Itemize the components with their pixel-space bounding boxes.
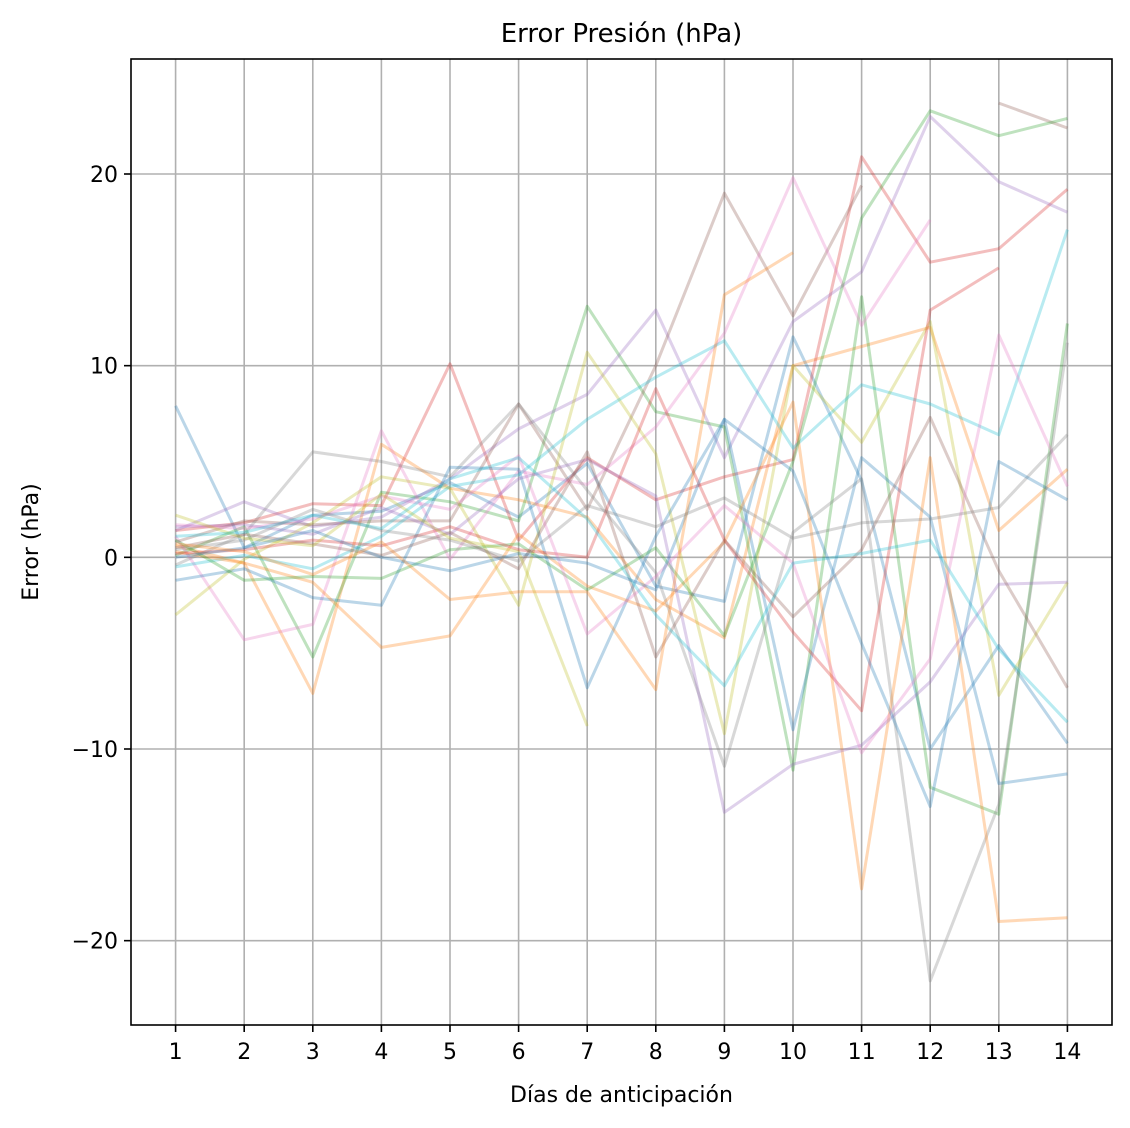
x-axis-label: Días de anticipación xyxy=(510,1083,733,1108)
x-tick-label: 9 xyxy=(717,1040,731,1065)
series-line-10 xyxy=(175,229,1069,571)
grid xyxy=(131,59,1112,1025)
y-axis-label: Error (hPa) xyxy=(19,483,44,601)
x-tick-label: 14 xyxy=(1053,1040,1081,1065)
series-line-20 xyxy=(175,456,1069,724)
x-tick-label: 11 xyxy=(848,1040,876,1065)
y-tick-label: 20 xyxy=(90,163,118,188)
series-line-12 xyxy=(175,400,1068,923)
series-layer xyxy=(174,101,1069,983)
plot-background xyxy=(131,59,1112,1025)
y-axis: −20 −10 0 10 20 xyxy=(72,163,131,955)
chart-title: Error Presión (hPa) xyxy=(501,19,743,49)
y-tick-label: −20 xyxy=(72,930,118,955)
series-line-15 xyxy=(175,458,1068,814)
series-line-17 xyxy=(175,333,1069,755)
series-line-21 xyxy=(175,417,1069,808)
series-line-22 xyxy=(175,251,794,692)
x-tick-label: 3 xyxy=(306,1040,320,1065)
series-line-3 xyxy=(175,295,1069,816)
series-line-13 xyxy=(174,109,1068,638)
y-tick-label: −10 xyxy=(72,738,118,763)
x-tick-label: 8 xyxy=(649,1040,663,1065)
x-tick-label: 2 xyxy=(237,1040,251,1065)
series-line-8 xyxy=(174,342,1069,983)
x-axis: 1 2 3 4 5 6 7 8 9 10 11 12 13 14 xyxy=(169,1025,1081,1065)
series-line-19 xyxy=(175,492,589,727)
series-line-18 xyxy=(175,433,1069,563)
series-line-4 xyxy=(175,155,1069,542)
series-line-1 xyxy=(174,335,1069,751)
x-tick-label: 7 xyxy=(580,1040,594,1065)
series-line-9 xyxy=(174,320,1069,736)
series-line-16 xyxy=(175,415,1069,689)
series-line-6 xyxy=(175,101,1068,544)
plot-frame xyxy=(130,58,1113,1026)
x-tick-label: 1 xyxy=(169,1040,183,1065)
y-tick-label: 0 xyxy=(104,546,118,571)
series-line-7 xyxy=(174,176,932,642)
x-tick-label: 10 xyxy=(779,1040,807,1065)
x-tick-label: 5 xyxy=(443,1040,457,1065)
x-tick-label: 4 xyxy=(374,1040,388,1065)
x-tick-label: 12 xyxy=(916,1040,944,1065)
series-line-14 xyxy=(175,266,1000,713)
series-line-11 xyxy=(175,417,1068,785)
y-tick-label: 10 xyxy=(90,355,118,380)
x-tick-label: 6 xyxy=(512,1040,526,1065)
x-tick-label: 13 xyxy=(985,1040,1013,1065)
series-line-2 xyxy=(175,325,1069,695)
series-line-5 xyxy=(175,115,1069,532)
